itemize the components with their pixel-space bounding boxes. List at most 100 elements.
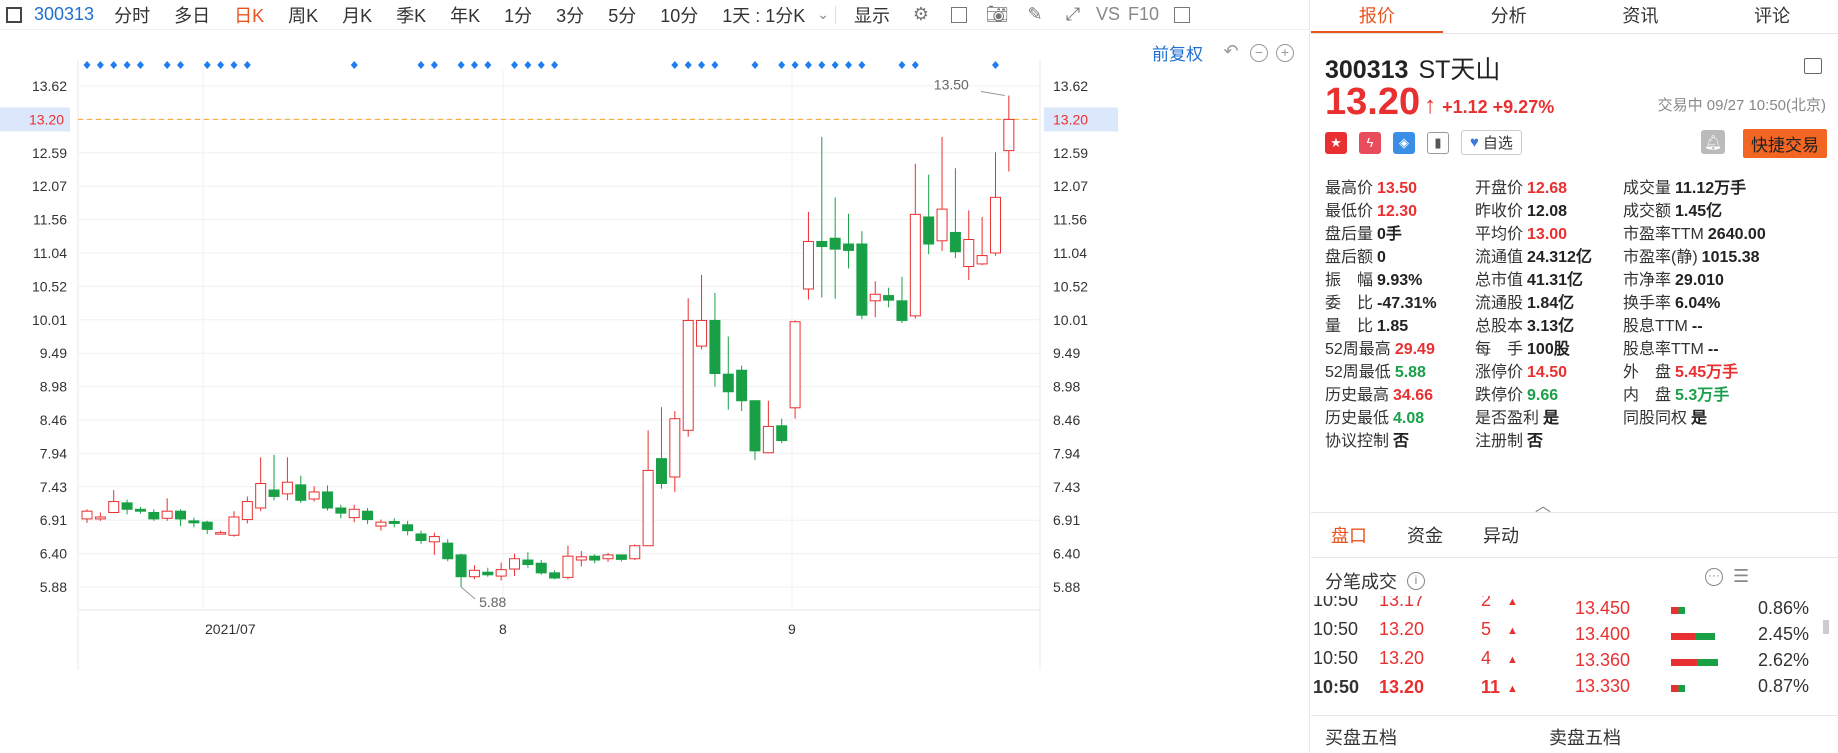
event-marker[interactable] [524, 61, 532, 69]
event-marker[interactable] [804, 61, 812, 69]
sell-levels-tab[interactable]: 卖盘五档 [1549, 728, 1621, 748]
event-marker[interactable] [96, 61, 104, 69]
candle-body[interactable] [281, 481, 293, 495]
candle-body[interactable] [989, 196, 1001, 254]
candle-body[interactable] [976, 255, 988, 265]
candle-body[interactable] [589, 555, 601, 561]
zoom-in-icon[interactable]: + [1276, 44, 1294, 62]
bookmark-icon[interactable]: ▮ [1427, 131, 1449, 154]
event-marker[interactable] [511, 61, 519, 69]
bell-icon[interactable]: 🔔︎ [1701, 130, 1725, 154]
chevron-down-icon[interactable]: ⌄ [817, 6, 829, 22]
candle-body[interactable] [188, 520, 200, 524]
candle-body[interactable] [762, 425, 774, 454]
event-marker[interactable] [698, 61, 706, 69]
event-marker[interactable] [203, 61, 211, 69]
candle-body[interactable] [562, 555, 574, 578]
candle-body[interactable] [655, 458, 667, 485]
candle-body[interactable] [749, 400, 761, 452]
candle-body[interactable] [415, 533, 427, 542]
event-marker[interactable] [791, 61, 799, 69]
event-marker[interactable] [110, 61, 118, 69]
period-tab-7[interactable]: 1分 [504, 5, 533, 26]
candle-body[interactable] [228, 516, 240, 536]
period-tab-0[interactable]: 分时 [114, 5, 151, 26]
candle-body[interactable] [134, 508, 146, 512]
china-flag-icon[interactable]: ★ [1325, 131, 1347, 154]
buy-levels-tab[interactable]: 买盘五档 [1325, 728, 1397, 748]
candle-body[interactable] [81, 510, 93, 520]
candle-body[interactable] [615, 554, 627, 560]
event-marker[interactable] [778, 61, 786, 69]
section-tab-2[interactable]: 异动 [1483, 526, 1519, 546]
candle-body[interactable] [883, 295, 895, 301]
quote-tab-1[interactable]: 分析 [1490, 6, 1527, 26]
event-marker[interactable] [711, 61, 719, 69]
tag-icon[interactable]: ◈ [1393, 131, 1415, 154]
quick-trade-button[interactable]: 快捷交易 [1743, 129, 1827, 158]
event-marker[interactable] [537, 61, 545, 69]
panel-toggle-icon[interactable] [1171, 4, 1193, 26]
settings-icon[interactable]: ⚙ [912, 4, 930, 24]
candle-body[interactable] [495, 569, 507, 577]
candle-body[interactable] [175, 510, 187, 520]
candle-body[interactable] [963, 239, 975, 267]
candle-body[interactable] [709, 319, 721, 375]
event-marker[interactable] [684, 61, 692, 69]
list-icon[interactable]: ☰ [1733, 566, 1750, 586]
quote-tab-3[interactable]: 评论 [1754, 6, 1791, 26]
candle-body[interactable] [936, 208, 948, 242]
section-tab-1[interactable]: 资金 [1407, 526, 1443, 546]
candle-body[interactable] [535, 562, 547, 574]
event-marker[interactable] [898, 61, 906, 69]
candle-body[interactable] [295, 484, 307, 501]
event-marker[interactable] [671, 61, 679, 69]
candle-body[interactable] [215, 532, 227, 535]
candle-body[interactable] [549, 572, 561, 579]
candle-body[interactable] [575, 556, 587, 561]
candle-body[interactable] [669, 418, 681, 478]
candle-body[interactable] [1003, 118, 1015, 152]
candle-body[interactable] [402, 524, 414, 532]
add-watchlist-button[interactable]: ♥ 自选 [1461, 130, 1522, 155]
event-marker[interactable] [818, 61, 826, 69]
event-marker[interactable] [991, 61, 999, 69]
fullscreen-icon[interactable]: ⤢ [1065, 4, 1081, 24]
candle-body[interactable] [829, 237, 841, 250]
candle-body[interactable] [949, 231, 961, 253]
event-marker[interactable] [350, 61, 358, 69]
candle-body[interactable] [896, 300, 908, 321]
candle-body[interactable] [682, 319, 694, 431]
candle-body[interactable] [321, 491, 333, 509]
candle-body[interactable] [94, 516, 106, 520]
period-select[interactable]: 1天 : 1分K [722, 5, 806, 26]
candle-body[interactable] [482, 571, 494, 576]
candle-body[interactable] [923, 216, 935, 245]
event-marker[interactable] [123, 61, 131, 69]
candle-body[interactable] [776, 425, 788, 442]
candle-body[interactable] [201, 521, 213, 530]
candle-body[interactable] [909, 213, 921, 317]
period-tab-8[interactable]: 3分 [556, 5, 585, 26]
event-marker[interactable] [417, 61, 425, 69]
candle-body[interactable] [348, 508, 360, 519]
candle-body[interactable] [255, 483, 267, 509]
scrollbar[interactable] [1823, 620, 1829, 634]
layout-icon[interactable] [1804, 58, 1822, 74]
period-tab-9[interactable]: 5分 [608, 5, 637, 26]
event-marker[interactable] [484, 61, 492, 69]
candle-body[interactable] [522, 559, 534, 566]
candle-body[interactable] [642, 469, 654, 547]
period-tab-2[interactable]: 日K [234, 5, 265, 26]
event-marker[interactable] [845, 61, 853, 69]
candle-body[interactable] [722, 373, 734, 393]
event-marker[interactable] [217, 61, 225, 69]
zoom-out-icon[interactable]: − [1250, 44, 1268, 62]
candle-body[interactable] [869, 293, 881, 302]
event-marker[interactable] [430, 61, 438, 69]
candle-body[interactable] [509, 558, 521, 570]
candle-body[interactable] [308, 491, 320, 500]
candle-body[interactable] [335, 507, 347, 514]
f10-button[interactable]: F10 [1128, 4, 1160, 24]
section-tab-0[interactable]: 盘口 [1331, 526, 1367, 546]
